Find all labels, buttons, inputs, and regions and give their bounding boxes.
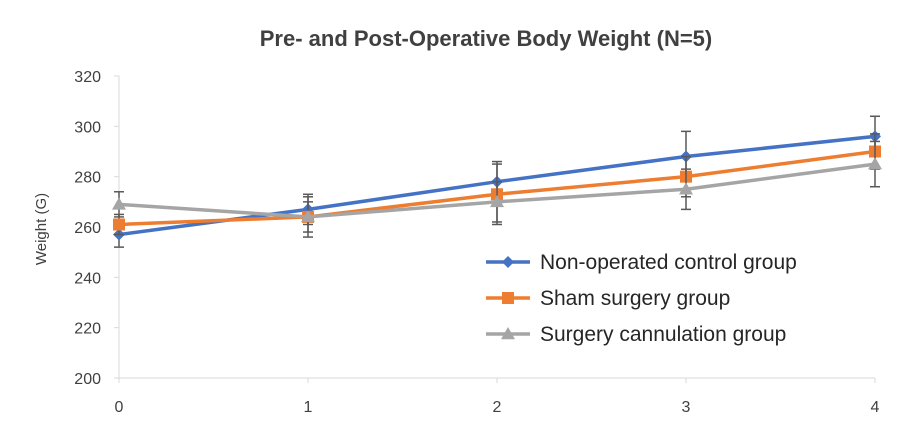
series-layer bbox=[112, 115, 882, 248]
y-tick-label: 220 bbox=[74, 321, 101, 338]
y-tick-label: 320 bbox=[74, 69, 101, 86]
data-point bbox=[868, 157, 882, 170]
y-tick-label: 300 bbox=[74, 119, 101, 136]
legend-label: Non-operated control group bbox=[540, 251, 797, 274]
x-tick-label: 0 bbox=[115, 399, 124, 416]
legend-marker bbox=[502, 292, 514, 304]
data-point bbox=[679, 182, 693, 195]
data-point bbox=[490, 194, 504, 208]
legend-label: Sham surgery group bbox=[540, 287, 730, 310]
chart-title: Pre- and Post-Operative Body Weight (N=5… bbox=[260, 26, 713, 51]
data-point bbox=[113, 218, 125, 231]
x-tick-label: 3 bbox=[682, 399, 691, 416]
x-tick-label: 4 bbox=[871, 399, 880, 416]
legend-label: Surgery cannulation group bbox=[540, 323, 786, 346]
y-tick-label: 280 bbox=[74, 170, 101, 187]
data-point bbox=[301, 209, 315, 223]
x-tick-label: 1 bbox=[304, 399, 313, 416]
legend-marker bbox=[501, 327, 515, 340]
legend-item: Sham surgery group bbox=[486, 287, 730, 310]
legend: Non-operated control group Sham surgery g… bbox=[486, 251, 797, 346]
legend-item: Surgery cannulation group bbox=[486, 323, 786, 346]
y-tick-label: 240 bbox=[74, 270, 101, 287]
data-point bbox=[112, 197, 126, 210]
legend-item: Non-operated control group bbox=[486, 251, 797, 274]
y-tick-label: 200 bbox=[74, 371, 101, 388]
legend-marker bbox=[502, 256, 514, 268]
y-axis-label: Weight (G) bbox=[33, 193, 50, 265]
y-tick-label: 260 bbox=[74, 220, 101, 237]
tick-labels: 200 220 240 260 280 300 320 0 1 2 3 4 bbox=[74, 69, 879, 416]
x-tick-label: 2 bbox=[493, 399, 502, 416]
series-2 bbox=[112, 140, 882, 233]
